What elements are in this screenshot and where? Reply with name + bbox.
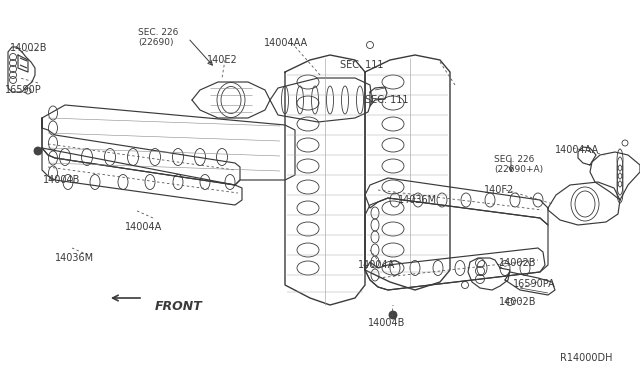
Text: 140E2: 140E2 <box>207 55 237 65</box>
Text: 14002B: 14002B <box>10 43 47 53</box>
Text: (22690): (22690) <box>138 38 173 47</box>
Text: SEC. 226: SEC. 226 <box>494 155 534 164</box>
Text: 14004AA: 14004AA <box>264 38 308 48</box>
Text: 140F2: 140F2 <box>484 185 515 195</box>
Text: 14004B: 14004B <box>368 318 405 328</box>
Text: SEC. 226: SEC. 226 <box>138 28 179 37</box>
Text: 16590P: 16590P <box>5 85 42 95</box>
Circle shape <box>34 147 42 155</box>
Text: R14000DH: R14000DH <box>560 353 612 363</box>
Circle shape <box>389 311 397 319</box>
Text: 14002B: 14002B <box>499 258 536 268</box>
Text: 16590PA: 16590PA <box>513 279 556 289</box>
Text: 14004A: 14004A <box>125 222 163 232</box>
Text: 14036M: 14036M <box>55 253 94 263</box>
Text: 14004B: 14004B <box>43 175 81 185</box>
Text: 14036M: 14036M <box>398 195 437 205</box>
Text: SEC. 111: SEC. 111 <box>340 60 383 70</box>
Text: 14002B: 14002B <box>499 297 536 307</box>
Text: 14004AA: 14004AA <box>555 145 599 155</box>
Text: FRONT: FRONT <box>155 300 203 313</box>
Text: (22690+A): (22690+A) <box>494 165 543 174</box>
Text: 14004A: 14004A <box>358 260 396 270</box>
Text: SEC. 111: SEC. 111 <box>365 95 408 105</box>
